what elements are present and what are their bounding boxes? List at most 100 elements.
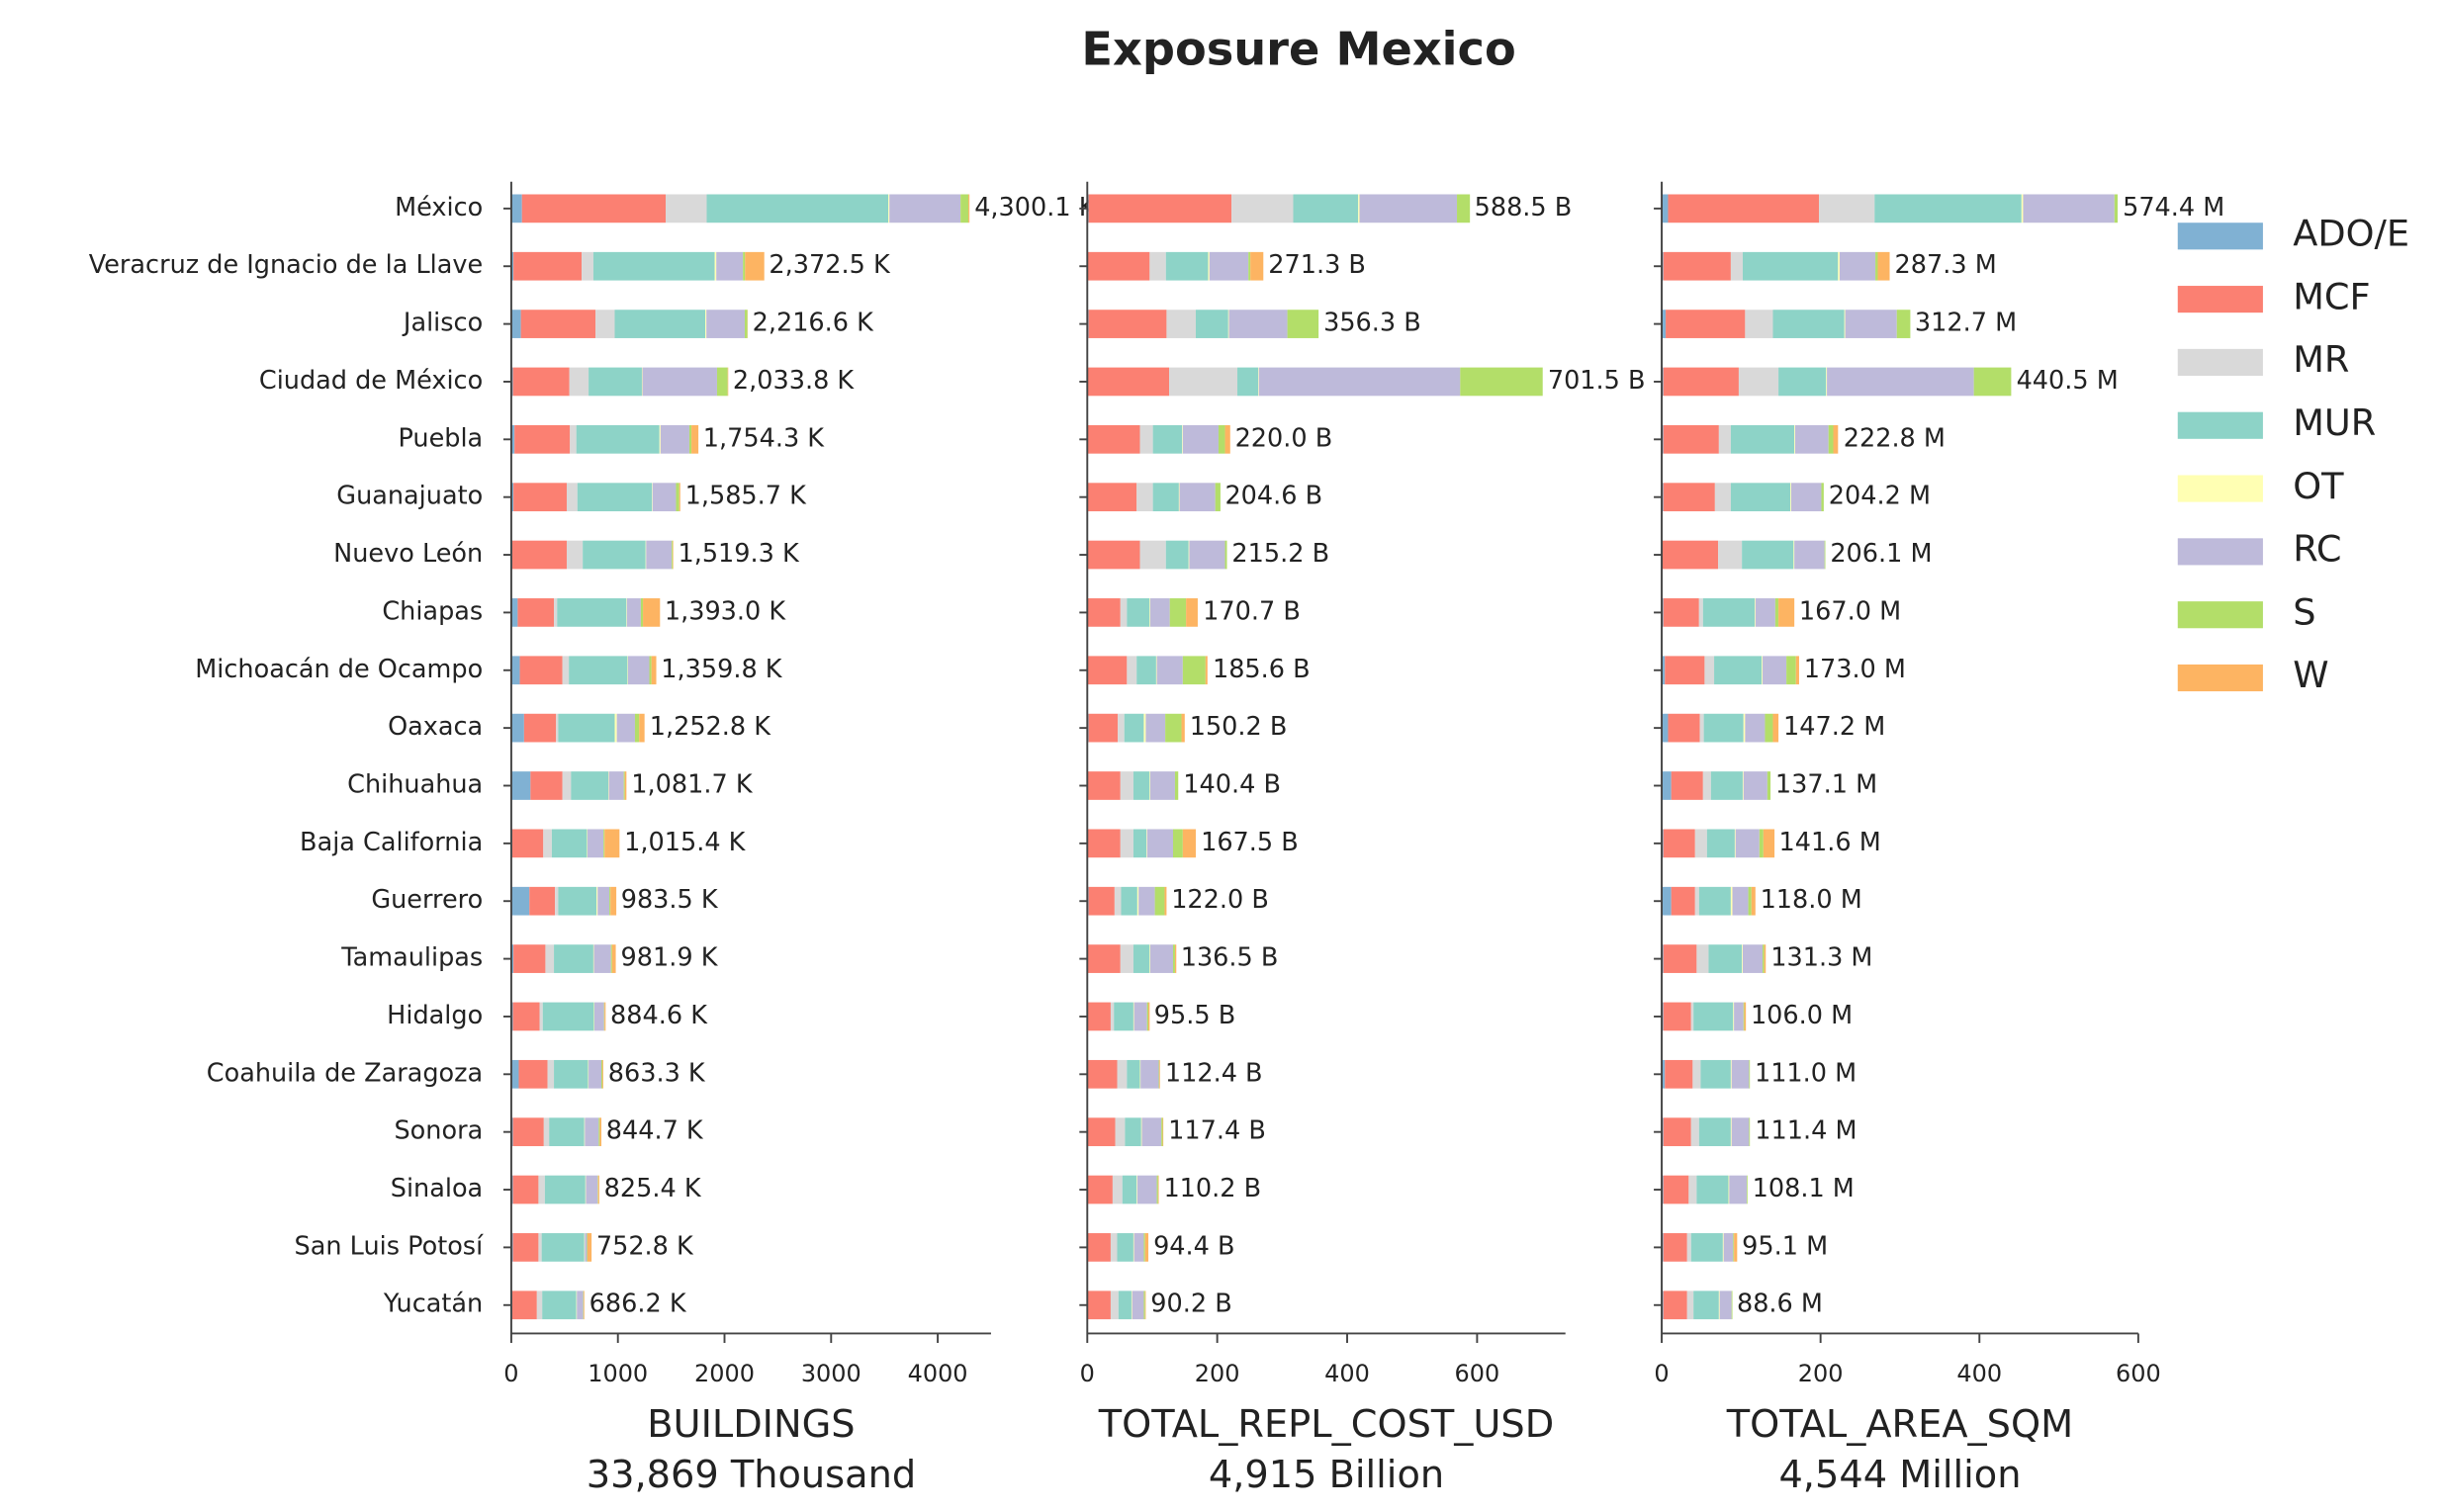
bar-segment bbox=[596, 886, 598, 916]
total-label: 118.0 M bbox=[1761, 885, 1862, 915]
bar-segment bbox=[705, 310, 707, 338]
legend-swatch bbox=[2177, 411, 2263, 439]
bar-segment bbox=[1838, 251, 1840, 281]
bar-segment bbox=[1663, 251, 1731, 281]
y-tick-label: Sinaloa bbox=[391, 1174, 483, 1203]
bar-segment bbox=[1730, 1059, 1732, 1089]
bar-segment bbox=[1132, 1290, 1144, 1320]
bar-segment bbox=[521, 194, 667, 223]
total-label: 140.4 B bbox=[1183, 769, 1281, 799]
bar-segment bbox=[589, 1059, 602, 1089]
total-label: 884.6 K bbox=[610, 1001, 708, 1030]
bar-segment bbox=[888, 194, 890, 223]
legend-swatch bbox=[2177, 475, 2263, 502]
bar-segment bbox=[512, 1175, 539, 1204]
bar-segment bbox=[1662, 886, 1672, 916]
bar-segment bbox=[585, 1233, 588, 1262]
bar-segment bbox=[587, 829, 589, 858]
bar-segment bbox=[1149, 251, 1166, 281]
bar-segment bbox=[1120, 944, 1133, 973]
total-label: 356.3 B bbox=[1323, 309, 1421, 338]
bar-segment bbox=[1110, 1233, 1118, 1262]
x-tick-label: 3000 bbox=[801, 1360, 861, 1387]
bar-segment bbox=[513, 483, 567, 512]
bar-segment bbox=[1824, 540, 1826, 570]
total-label: 440.5 M bbox=[2017, 366, 2119, 396]
bar-segment bbox=[1699, 713, 1704, 743]
bar-segment bbox=[1730, 251, 1743, 281]
bar-segment bbox=[1087, 483, 1137, 512]
y-tick-label: Coahuila de Zaragoza bbox=[207, 1058, 483, 1088]
bar-segment bbox=[1877, 251, 1890, 281]
bar-segment bbox=[592, 944, 594, 973]
bar-segment bbox=[520, 310, 596, 338]
bar-segment bbox=[1665, 1059, 1693, 1089]
bar-segment bbox=[1875, 251, 1878, 281]
bar-segment bbox=[604, 1002, 606, 1031]
bar-segment bbox=[583, 1290, 585, 1320]
legend-label: OT bbox=[2293, 465, 2344, 507]
x-tick-label: 1000 bbox=[588, 1360, 648, 1387]
bar-segment bbox=[1127, 656, 1137, 685]
total-label: 1,081.7 K bbox=[631, 769, 754, 799]
bar-segment bbox=[1125, 1117, 1141, 1147]
bar-segment bbox=[1143, 713, 1146, 743]
total-label: 137.1 M bbox=[1775, 769, 1877, 799]
bar-segment bbox=[1218, 424, 1225, 454]
bar-segment bbox=[1158, 1059, 1160, 1089]
bar-segment bbox=[510, 713, 524, 743]
bar-segment bbox=[1169, 598, 1187, 627]
bar-segment bbox=[623, 771, 625, 800]
bar-segment bbox=[1120, 598, 1128, 627]
bar-segment bbox=[1666, 310, 1746, 338]
total-label: 112.4 B bbox=[1165, 1058, 1263, 1088]
bar-segment bbox=[1668, 194, 1820, 223]
bar-segment bbox=[1162, 1117, 1164, 1147]
bar-segment bbox=[1686, 1233, 1691, 1262]
bar-segment bbox=[1790, 483, 1791, 512]
bar-segment bbox=[589, 367, 642, 397]
bar-segment bbox=[1896, 310, 1911, 338]
bar-segment bbox=[557, 598, 627, 627]
bar-segment bbox=[673, 540, 674, 570]
total-label: 206.1 M bbox=[1830, 539, 1932, 569]
bar-segment bbox=[672, 540, 674, 570]
bar-segment bbox=[639, 713, 645, 743]
bar-segment bbox=[542, 1002, 594, 1031]
x-tick-label: 600 bbox=[2116, 1360, 2161, 1387]
bar-segment bbox=[555, 886, 559, 916]
bar-segment bbox=[608, 771, 624, 800]
bar-segment bbox=[1132, 771, 1150, 800]
y-tick-label: Ciudad de México bbox=[259, 366, 483, 396]
x-tick-label: 200 bbox=[1798, 1360, 1844, 1387]
bar-segment bbox=[1165, 713, 1182, 743]
bar-segment bbox=[676, 483, 679, 512]
bar-segment bbox=[1744, 1002, 1747, 1031]
bar-segment bbox=[660, 424, 689, 454]
bar-segment bbox=[571, 771, 609, 800]
bar-segment bbox=[510, 194, 522, 223]
bar-segment bbox=[1195, 310, 1228, 338]
bar-segment bbox=[1751, 886, 1756, 916]
bar-segment bbox=[627, 656, 650, 685]
bar-segment bbox=[599, 1117, 602, 1147]
bar-segment bbox=[1688, 1175, 1697, 1204]
bar-segment bbox=[716, 251, 744, 281]
bar-segment bbox=[1224, 540, 1227, 570]
bar-segment bbox=[1110, 1002, 1115, 1031]
y-tick-label: Baja California bbox=[300, 828, 483, 857]
total-label: 95.1 M bbox=[1742, 1231, 1828, 1261]
bar-segment bbox=[1742, 944, 1764, 973]
total-label: 844.7 K bbox=[606, 1116, 704, 1146]
total-label: 863.3 K bbox=[608, 1058, 706, 1088]
bar-segment bbox=[1698, 598, 1703, 627]
bar-segment bbox=[1136, 886, 1139, 916]
bar-segment bbox=[1141, 1117, 1162, 1147]
bar-segment bbox=[706, 310, 745, 338]
bar-segment bbox=[1209, 251, 1249, 281]
bar-segment bbox=[1188, 540, 1190, 570]
bar-segment bbox=[659, 424, 661, 454]
bar-segment bbox=[1698, 886, 1731, 916]
bar-segment bbox=[1087, 424, 1140, 454]
bar-segment bbox=[1457, 194, 1471, 223]
